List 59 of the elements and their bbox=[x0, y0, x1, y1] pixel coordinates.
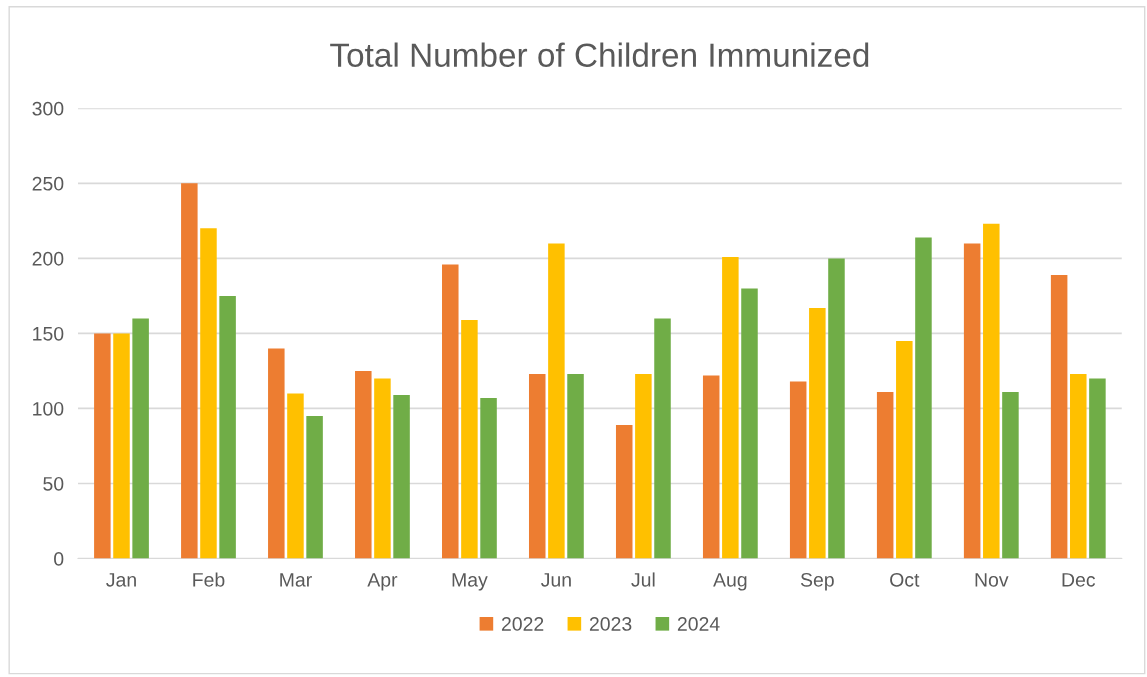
bar bbox=[1089, 378, 1106, 559]
bar bbox=[615, 424, 633, 559]
bar bbox=[94, 333, 111, 559]
x-tick-label: Apr bbox=[367, 573, 398, 591]
bar bbox=[355, 370, 372, 559]
y-tick-label: 50 bbox=[43, 476, 64, 491]
bar bbox=[480, 397, 497, 559]
y-tick-label: 150 bbox=[33, 326, 64, 341]
x-tick-label: Oct bbox=[890, 572, 920, 587]
bar bbox=[306, 415, 323, 559]
bar bbox=[722, 256, 739, 559]
y-tick-label: 250 bbox=[32, 176, 64, 191]
x-tick-label: Jul bbox=[631, 572, 655, 587]
bar bbox=[915, 237, 932, 559]
bar bbox=[654, 318, 671, 559]
bar bbox=[809, 307, 826, 559]
bar bbox=[963, 243, 981, 559]
y-tick-label: 0 bbox=[54, 551, 64, 566]
bar bbox=[567, 373, 584, 559]
legend-label: 2022 bbox=[501, 617, 544, 631]
bar bbox=[828, 258, 845, 559]
x-tick-label: Dec bbox=[1062, 573, 1096, 587]
x-tick-label: Feb bbox=[193, 572, 225, 587]
bar bbox=[132, 318, 149, 559]
bar bbox=[548, 243, 565, 559]
bar bbox=[983, 223, 1000, 559]
bar bbox=[635, 373, 652, 559]
x-tick-label: Jan bbox=[106, 573, 136, 587]
bar bbox=[876, 391, 894, 559]
y-tick-label: 300 bbox=[32, 101, 64, 116]
chart-title: Total Number of Children Immunized bbox=[330, 42, 869, 67]
x-tick-label: Sep bbox=[800, 572, 834, 591]
bar bbox=[374, 378, 391, 559]
x-tick-label: Nov bbox=[975, 573, 1009, 587]
y-tick-label: 100 bbox=[33, 401, 64, 416]
bar bbox=[219, 295, 236, 559]
bar bbox=[268, 348, 285, 559]
bar bbox=[528, 373, 546, 559]
bar bbox=[741, 288, 758, 559]
bar bbox=[442, 264, 459, 559]
bar bbox=[1070, 373, 1087, 559]
bar bbox=[287, 393, 304, 559]
legend-label: 2023 bbox=[589, 617, 632, 631]
x-tick-label: Mar bbox=[280, 573, 312, 587]
legend-label: 2024 bbox=[677, 617, 720, 631]
x-tick-label: May bbox=[452, 573, 488, 591]
bar bbox=[200, 228, 217, 559]
x-tick-label: Aug bbox=[713, 573, 747, 591]
bar bbox=[393, 394, 410, 559]
x-tick-label: Jun bbox=[541, 573, 571, 587]
bar bbox=[789, 381, 807, 559]
bar bbox=[702, 375, 720, 559]
bar bbox=[896, 340, 913, 559]
bar bbox=[461, 319, 478, 559]
y-tick-label: 200 bbox=[32, 251, 64, 266]
bar bbox=[181, 183, 198, 559]
bar bbox=[1050, 274, 1068, 559]
bar bbox=[113, 333, 130, 559]
bar bbox=[1002, 391, 1019, 559]
